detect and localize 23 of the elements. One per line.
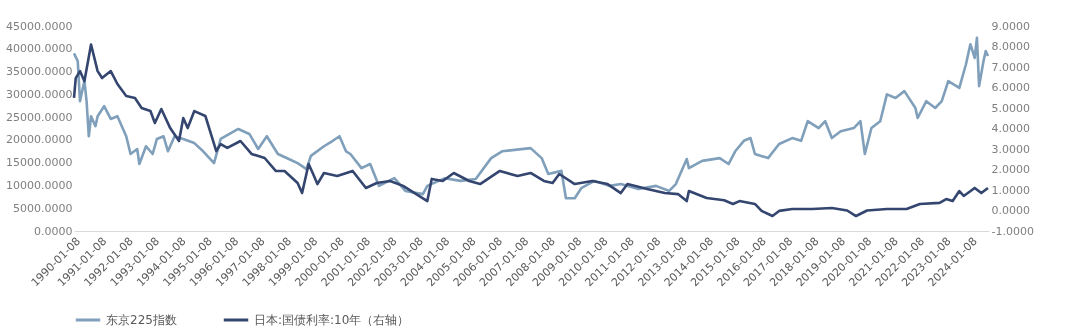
y2-tick-label: 6.0000 (991, 81, 1030, 94)
y-tick-label: 0.0000 (34, 224, 73, 238)
y-tick-label: 5000.0000 (13, 201, 73, 215)
y2-tick-label: 2.0000 (991, 163, 1030, 176)
y-tick-label: 35000.0000 (6, 65, 73, 79)
y2-tick-label: 3.0000 (991, 142, 1030, 156)
y-tick-label: 30000.0000 (6, 87, 73, 101)
y2-tick-label: 1.0000 (991, 183, 1030, 197)
y-tick-label: 15000.0000 (6, 156, 73, 170)
y2-tick-label: 8.0000 (991, 40, 1030, 53)
legend-label: 东京225指数 (106, 313, 177, 327)
y-tick-label: 20000.0000 (6, 133, 73, 147)
y2-tick-label: -1.0000 (991, 224, 1034, 238)
y-tick-label: 25000.0000 (6, 110, 73, 124)
legend-label: 日本:国债利率:10年（右轴） (254, 313, 410, 327)
y2-tick-label: 7.0000 (991, 60, 1030, 74)
y-tick-label: 10000.0000 (6, 178, 73, 192)
y2-tick-label: 9.0000 (991, 19, 1030, 33)
y2-tick-label: 5.0000 (991, 101, 1030, 115)
y2-tick-label: 4.0000 (991, 122, 1030, 135)
y-tick-label: 45000.0000 (6, 19, 73, 33)
y2-tick-label: 0.0000 (991, 204, 1030, 217)
y-tick-label: 40000.0000 (6, 42, 73, 56)
